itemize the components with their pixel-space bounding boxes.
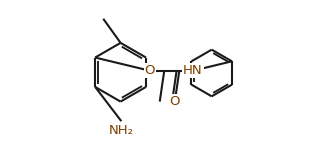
Text: O: O [169,95,179,108]
Text: HN: HN [183,64,203,77]
Text: NH₂: NH₂ [109,124,134,137]
Text: O: O [145,64,155,77]
